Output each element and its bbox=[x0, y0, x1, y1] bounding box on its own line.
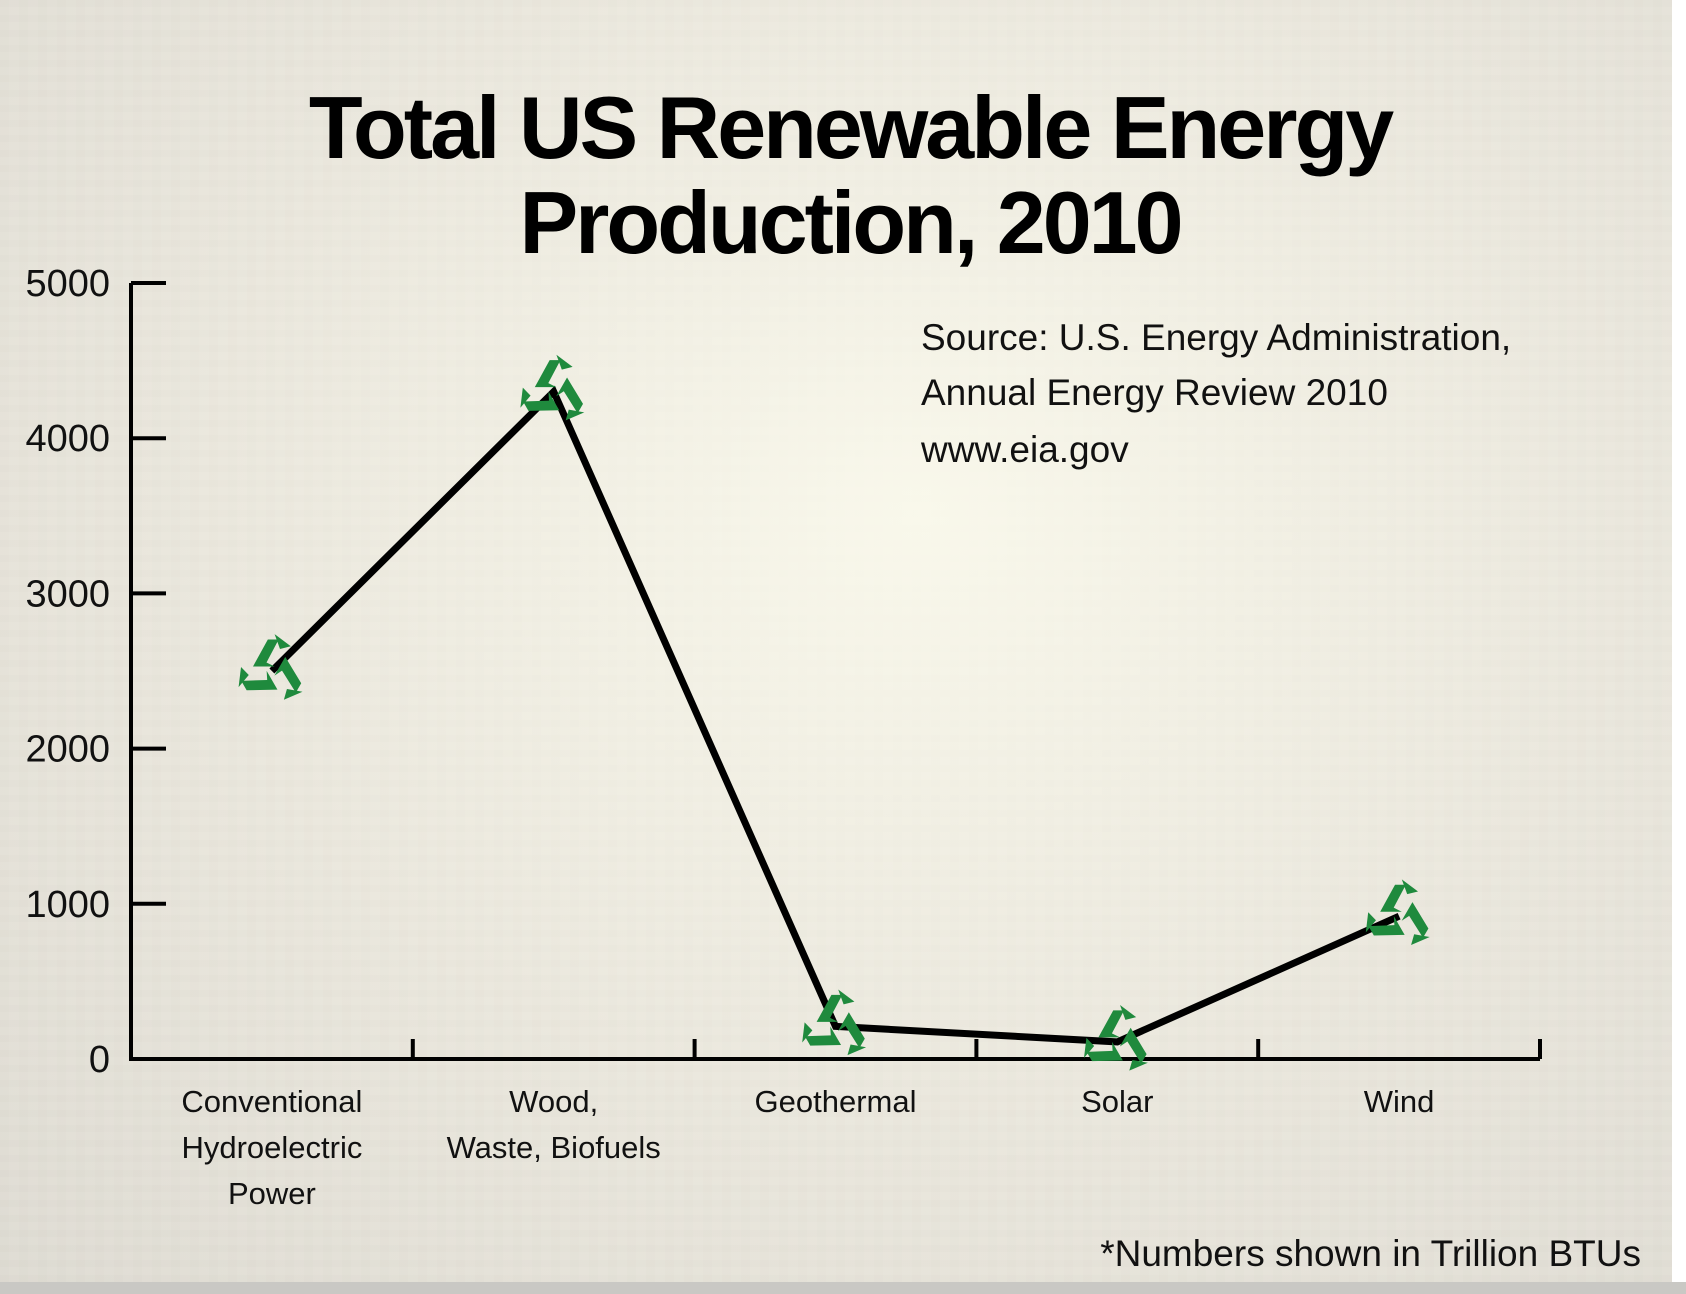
y-tick-label: 5000 bbox=[25, 263, 110, 305]
y-tick-label: 0 bbox=[89, 1039, 110, 1081]
bottom-margin bbox=[0, 1282, 1686, 1294]
axes: 0 1000 2000 3000 4000 5000 bbox=[25, 263, 1542, 1081]
source-line-3: www.eia.gov bbox=[921, 429, 1129, 470]
recycle-arrow bbox=[230, 656, 278, 706]
x-category-label: Geothermal bbox=[755, 1084, 917, 1119]
recycle-marker-icon bbox=[1357, 879, 1441, 952]
chart-title-line-2: Production, 2010 bbox=[519, 173, 1183, 272]
source-line-2: Annual Energy Review 2010 bbox=[921, 372, 1388, 413]
x-category-label: Waste, Biofuels bbox=[447, 1130, 661, 1165]
recycle-arrow bbox=[266, 656, 314, 706]
x-category-label: Power bbox=[228, 1176, 316, 1211]
right-margin bbox=[1672, 0, 1686, 1294]
recycle-arrow bbox=[1075, 1027, 1123, 1077]
footnote: *Numbers shown in Trillion BTUs bbox=[1100, 1233, 1641, 1274]
y-tick-label: 2000 bbox=[25, 729, 110, 771]
x-category-label: Conventional bbox=[181, 1084, 362, 1119]
series-line bbox=[269, 385, 1401, 1046]
x-category-label: Wood, bbox=[509, 1084, 598, 1119]
recycle-arrow bbox=[1393, 902, 1441, 952]
x-category-label: Solar bbox=[1081, 1084, 1153, 1119]
labels: Conventional Hydroelectric Power Wood, Waste… bbox=[181, 1084, 1434, 1211]
series-line bbox=[269, 385, 1401, 1046]
x-category-label: Wind bbox=[1364, 1084, 1435, 1119]
recycle-arrow bbox=[512, 377, 560, 427]
x-category-label: Hydroelectric bbox=[181, 1130, 362, 1165]
y-tick-label: 3000 bbox=[25, 573, 110, 615]
recycle-arrow bbox=[829, 1012, 877, 1062]
markers bbox=[230, 354, 1441, 1077]
y-tick-label: 4000 bbox=[25, 418, 110, 460]
chart-title-line-1: Total US Renewable Energy bbox=[308, 78, 1394, 177]
recycle-arrow bbox=[1357, 902, 1405, 952]
y-tick-label: 1000 bbox=[25, 884, 110, 926]
source-line-1: Source: U.S. Energy Administration, bbox=[921, 317, 1512, 358]
